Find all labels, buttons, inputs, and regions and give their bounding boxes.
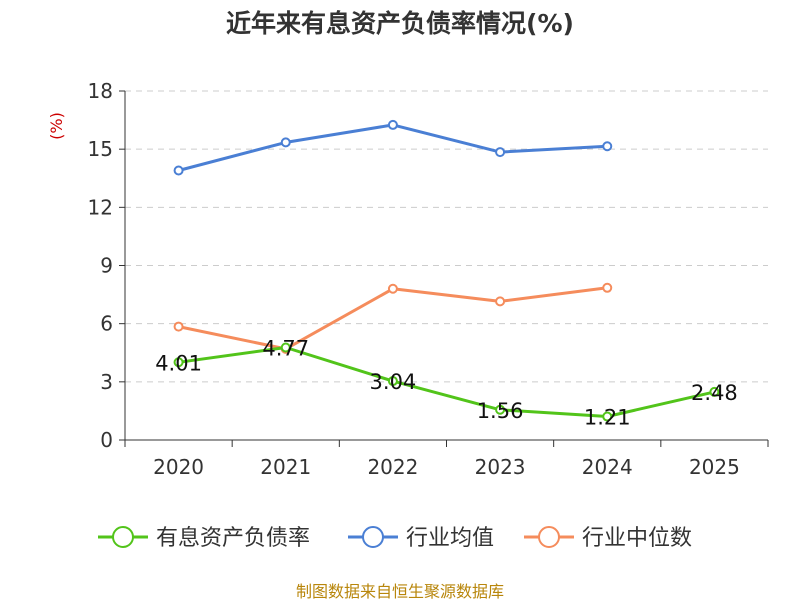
y-tick-label: 18 — [88, 79, 113, 103]
x-tick-label: 2021 — [260, 455, 311, 479]
chart-title: 近年来有息资产负债率情况(%) — [226, 9, 574, 38]
data-label: 2.48 — [691, 381, 738, 405]
legend: 有息资产负债率 行业均值 行业中位数 — [98, 526, 692, 551]
axes: 0 3 6 9 12 15 18 2020 2021 2022 2023 2024 2025 — [88, 79, 769, 479]
x-tick-label: 2023 — [475, 455, 526, 479]
data-point-series-1 — [280, 342, 291, 353]
y-tick-label: 15 — [88, 137, 113, 161]
data-label: 1.56 — [477, 399, 524, 423]
y-tick-label: 9 — [100, 254, 113, 278]
legend-label-2: 行业均值 — [406, 526, 494, 551]
data-point-series-3 — [495, 296, 506, 307]
data-point-series-1 — [387, 376, 398, 387]
y-tick-label: 0 — [100, 428, 113, 452]
legend-label-3: 行业中位数 — [582, 526, 692, 551]
data-point-series-3 — [173, 321, 184, 332]
series-line-1 — [178, 346, 715, 418]
legend-marker-2 — [362, 526, 384, 548]
data-point-series-1 — [173, 357, 184, 368]
legend-label-1: 有息资产负债率 — [156, 526, 310, 551]
y-tick-label: 3 — [100, 370, 113, 394]
data-point-series-2 — [173, 165, 184, 176]
y-tick-label: 6 — [100, 312, 113, 336]
data-point-series-3 — [387, 283, 398, 294]
data-point-series-3 — [602, 282, 613, 293]
data-point-series-2 — [602, 141, 613, 152]
legend-marker-1 — [112, 526, 134, 548]
data-point-series-2 — [495, 147, 506, 158]
data-point-series-1 — [709, 386, 720, 397]
series-line-3 — [178, 286, 608, 351]
data-point-series-2 — [280, 137, 291, 148]
x-tick-label: 2024 — [582, 455, 633, 479]
grid-lines — [125, 90, 768, 383]
data-labels: 4.01 4.77 3.04 1.56 1.21 2.48 — [155, 337, 738, 430]
data-label: 1.21 — [584, 406, 631, 430]
x-tick-label: 2025 — [689, 455, 740, 479]
data-point-series-1 — [602, 411, 613, 422]
series-line-2 — [178, 123, 608, 172]
data-label: 4.01 — [155, 351, 202, 375]
data-label: 4.77 — [262, 337, 309, 361]
data-point-series-2 — [387, 119, 398, 130]
data-label: 3.04 — [370, 370, 417, 394]
x-tick-label: 2022 — [367, 455, 418, 479]
data-point-series-1 — [495, 404, 506, 415]
legend-marker-3 — [538, 526, 560, 548]
y-axis-title: (%) — [47, 112, 66, 140]
x-tick-label: 2020 — [153, 455, 204, 479]
series-lines — [173, 119, 720, 422]
source-note: 制图数据来自恒生聚源数据库 — [295, 582, 504, 601]
y-tick-label: 12 — [88, 195, 113, 219]
